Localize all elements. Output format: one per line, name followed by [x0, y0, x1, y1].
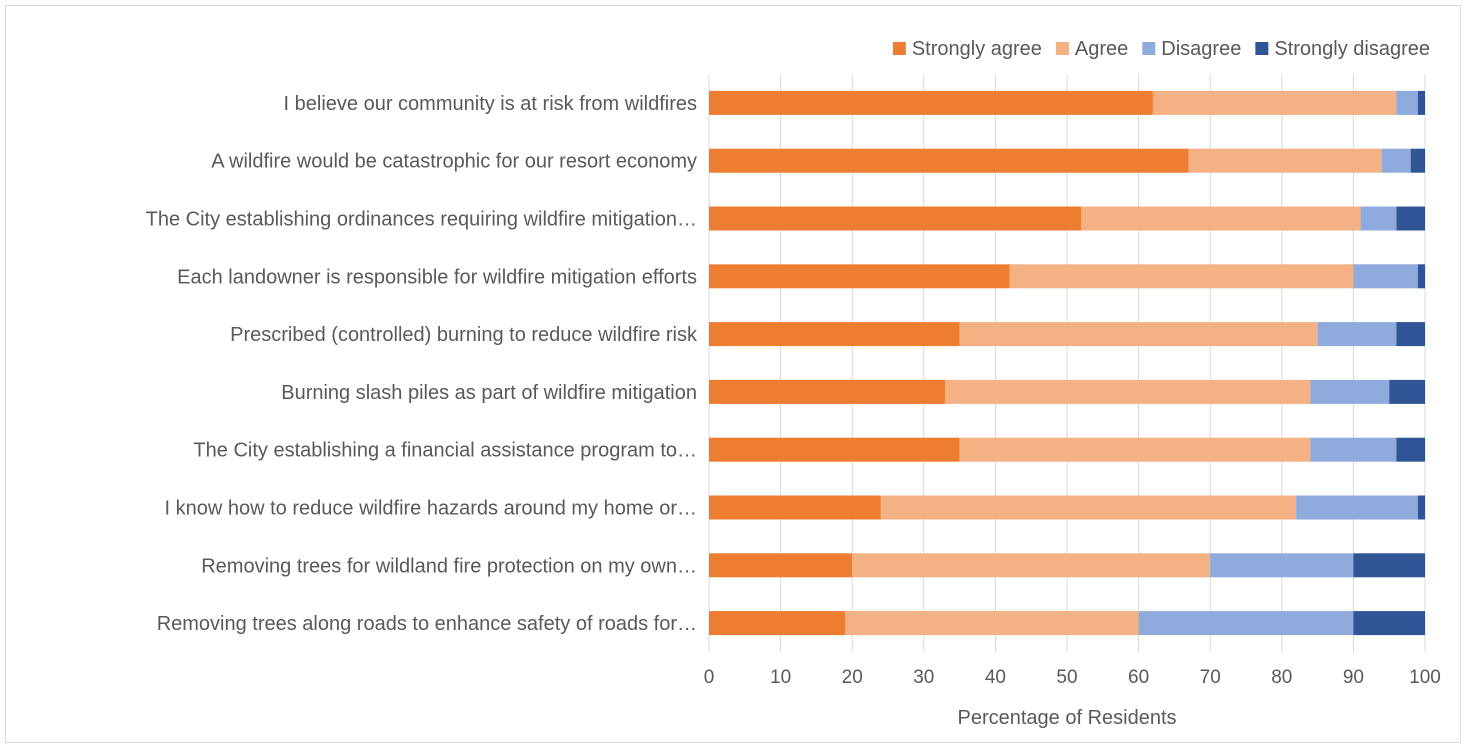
legend-label: Agree	[1075, 38, 1128, 60]
bar-segment	[1081, 206, 1361, 231]
legend-swatch	[1142, 42, 1156, 55]
x-axis-title: Percentage of Residents	[957, 707, 1176, 729]
legend-item: Disagree	[1142, 38, 1241, 60]
bar-segment	[709, 322, 960, 347]
bar-segment	[1396, 437, 1425, 462]
x-tick-labels: 0 10 20 30 40 50 60 70 80 90 100	[704, 667, 1441, 688]
bar-segment	[709, 553, 853, 578]
legend-swatch	[1255, 42, 1269, 55]
bar-segment	[1310, 437, 1397, 462]
bar-segment	[709, 379, 946, 404]
bar-segment	[1310, 379, 1390, 404]
category-labels: I believe our community is at risk from …	[146, 93, 698, 635]
legend-item: Agree	[1055, 38, 1128, 60]
x-tick-label: 50	[1056, 667, 1077, 688]
bar-segment	[1417, 90, 1425, 115]
bar-segment	[709, 437, 960, 462]
bar-segment	[709, 495, 881, 520]
bars	[709, 90, 1425, 636]
bar-segment	[1389, 379, 1425, 404]
legend-label: Strongly agree	[912, 38, 1042, 60]
bar-segment	[1138, 611, 1354, 636]
bar-segment	[1317, 322, 1397, 347]
bar-segment	[880, 495, 1297, 520]
x-tick-label: 90	[1343, 667, 1364, 688]
bar-segment	[1410, 148, 1425, 173]
legend-label: Disagree	[1161, 38, 1241, 60]
bar-segment	[1353, 264, 1418, 289]
bar-segment	[1188, 148, 1383, 173]
x-tick-label: 70	[1200, 667, 1221, 688]
bar-segment	[1417, 264, 1425, 289]
category-label: A wildfire would be catastrophic for our…	[211, 151, 697, 173]
bar-segment	[709, 148, 1189, 173]
category-label: The City establishing a financial assist…	[193, 440, 697, 462]
category-label: Removing trees along roads to enhance sa…	[157, 613, 697, 635]
x-tick-label: 30	[913, 667, 934, 688]
bar-segment	[1353, 553, 1425, 578]
bar-segment	[1417, 495, 1425, 520]
category-label: The City establishing ordinances requiri…	[146, 209, 697, 231]
category-label: Removing trees for wildland fire protect…	[201, 555, 697, 577]
category-label: I believe our community is at risk from …	[284, 93, 697, 115]
legend-swatch	[1055, 42, 1069, 55]
bar-segment	[1360, 206, 1397, 231]
legend-item: Strongly disagree	[1255, 38, 1430, 60]
x-tick-label: 0	[704, 667, 715, 688]
category-label: Prescribed (controlled) burning to reduc…	[230, 324, 698, 346]
bar-segment	[1396, 322, 1425, 347]
legend-label: Strongly disagree	[1274, 38, 1430, 60]
bar-segment	[1296, 495, 1418, 520]
x-tick-label: 60	[1128, 667, 1149, 688]
legend: Strongly agree Agree Disagree Strongly disa…	[892, 38, 1430, 60]
bar-segment	[1009, 264, 1354, 289]
bar-segment	[959, 322, 1318, 347]
bar-segment	[845, 611, 1139, 636]
legend-swatch	[892, 42, 906, 55]
bar-segment	[1152, 90, 1397, 115]
bar-segment	[959, 437, 1311, 462]
bar-segment	[945, 379, 1311, 404]
bar-segment	[1382, 148, 1411, 173]
category-label: I know how to reduce wildfire hazards ar…	[165, 498, 697, 520]
bar-segment	[709, 90, 1153, 115]
bar-segment	[1210, 553, 1354, 578]
bar-segment	[1396, 206, 1425, 231]
legend-item: Strongly agree	[892, 38, 1042, 60]
bar-segment	[709, 264, 1010, 289]
x-tick-label: 10	[770, 667, 791, 688]
bar-segment	[709, 206, 1082, 231]
bar-segment	[1353, 611, 1425, 636]
x-tick-label: 40	[985, 667, 1006, 688]
category-label: Each landowner is responsible for wildfi…	[177, 266, 697, 288]
bar-segment	[852, 553, 1211, 578]
x-tick-label: 100	[1409, 667, 1441, 688]
bar-segment	[1396, 90, 1418, 115]
category-label: Burning slash piles as part of wildfire …	[281, 382, 697, 404]
x-tick-label: 20	[842, 667, 863, 688]
bar-segment	[709, 611, 846, 636]
x-tick-label: 80	[1271, 667, 1292, 688]
